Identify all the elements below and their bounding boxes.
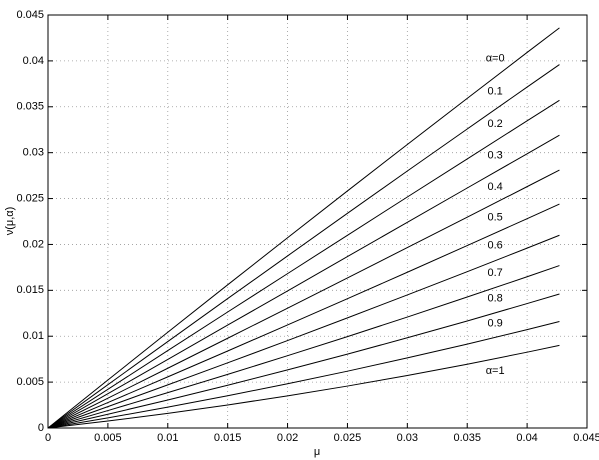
line [47, 203, 560, 429]
x-tick-label: 0.045 [573, 432, 599, 444]
y-tick-label: 0.04 [23, 55, 44, 67]
x-tick-label: 0.015 [214, 432, 242, 444]
line [47, 293, 560, 429]
line-label: 0.6 [488, 239, 503, 251]
x-tick-label: 0.01 [157, 432, 178, 444]
x-axis-label: μ [314, 446, 320, 458]
line [47, 321, 560, 429]
line-label: 0.1 [488, 86, 503, 98]
y-tick-label: 0.01 [23, 330, 44, 342]
y-tick-label: 0.035 [16, 101, 44, 113]
line [47, 64, 560, 429]
line-label: α=0 [486, 53, 505, 65]
x-tick-label: 0.02 [277, 432, 298, 444]
y-tick-label: 0.02 [23, 238, 44, 250]
line [47, 27, 560, 429]
line [47, 344, 560, 429]
y-tick-label: 0.03 [23, 147, 44, 159]
y-tick-label: 0.025 [16, 192, 44, 204]
y-tick-label: 0 [38, 422, 44, 434]
line-label: 0.7 [488, 267, 503, 279]
line [47, 234, 560, 429]
x-tick-label: 0.005 [94, 432, 122, 444]
line-label: 0.2 [488, 118, 503, 130]
line-label: 0.5 [488, 211, 503, 223]
line-label: 0.8 [488, 292, 503, 304]
x-tick-label: 0.035 [453, 432, 481, 444]
x-tick-label: 0.025 [334, 432, 362, 444]
x-tick-label: 0.03 [397, 432, 418, 444]
line [47, 169, 560, 429]
line-label: 0.9 [488, 317, 503, 329]
y-axis-label: ν(μ,α) [4, 207, 16, 236]
plot-frame [47, 14, 588, 429]
line [47, 134, 560, 429]
x-tick-label: 0.04 [516, 432, 537, 444]
line [47, 99, 560, 429]
line-label: 0.3 [488, 149, 503, 161]
line-label: α=1 [486, 365, 505, 377]
y-tick-label: 0.005 [16, 376, 44, 388]
x-tick-label: 0 [45, 432, 51, 444]
line [47, 265, 560, 429]
y-tick-label: 0.045 [16, 9, 44, 21]
line-label: 0.4 [488, 181, 503, 193]
y-tick-label: 0.015 [16, 284, 44, 296]
